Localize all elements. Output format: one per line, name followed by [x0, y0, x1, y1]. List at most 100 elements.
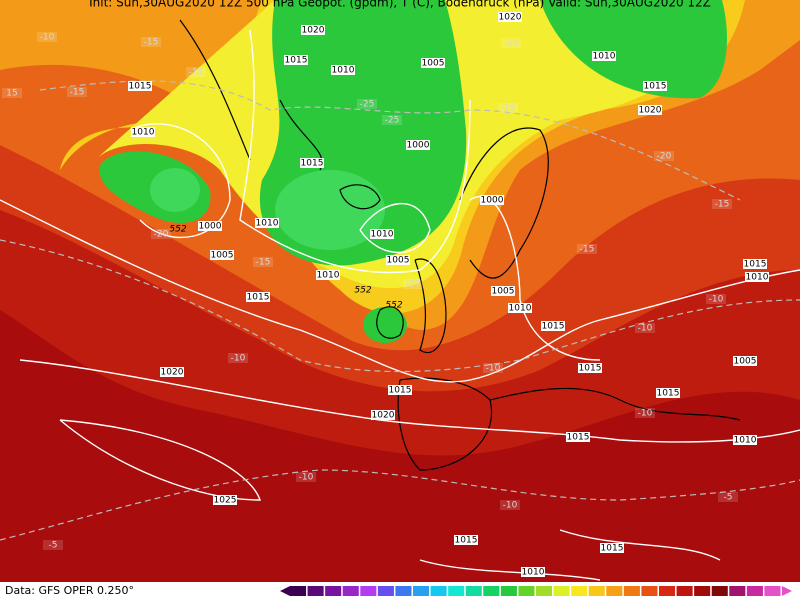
- pressure-label: 1015: [567, 433, 590, 443]
- temperature-label-box: [67, 87, 87, 97]
- temperature-label-box: [483, 363, 503, 373]
- temperature-label: -15: [256, 258, 271, 268]
- pressure-label: 1015: [644, 82, 667, 92]
- color-bar-swatch: [290, 586, 307, 596]
- color-bar-arrow: [782, 586, 792, 596]
- pressure-label: 1005: [422, 59, 445, 69]
- color-bar-swatch: [518, 586, 535, 596]
- temperature-label: -20: [657, 152, 672, 162]
- color-bar-swatch: [325, 586, 342, 596]
- temperature-label-box: [577, 244, 597, 254]
- temperature-label: -20: [154, 230, 169, 240]
- pressure-label-box: [301, 25, 325, 35]
- temperature-label-box: [228, 353, 248, 363]
- header-text: Init: Sun,30AUG2020 12Z 500 hPa Geopot. …: [89, 0, 711, 10]
- temperature-label-box: [635, 323, 655, 333]
- color-bar-swatch: [360, 586, 377, 596]
- pressure-label-box: [370, 229, 394, 239]
- pressure-label-box: [541, 321, 565, 331]
- pressure-label: 1015: [389, 386, 412, 396]
- pressure-label: 1005: [734, 357, 757, 367]
- pressure-label: 1015: [542, 322, 565, 332]
- temperature-label: -15: [70, 88, 85, 98]
- temperature-label-box: [712, 199, 732, 209]
- pressure-label-box: [454, 535, 478, 545]
- pressure-label: 1015: [301, 159, 324, 169]
- temperature-label: -25: [360, 100, 375, 110]
- pressure-label-box: [421, 58, 445, 68]
- color-bar-swatch: [729, 586, 746, 596]
- temperature-label: -10: [231, 354, 246, 364]
- temperature-label-box: [141, 37, 161, 47]
- temperature-label: -5: [724, 493, 733, 503]
- footer-source: Data: GFS OPER 0.250°: [5, 584, 134, 597]
- color-bar-swatch: [746, 586, 763, 596]
- temperature-label: -25: [385, 116, 400, 126]
- pressure-label: 1010: [746, 273, 769, 283]
- color-bar-swatch: [465, 586, 482, 596]
- temperature-label-box: [718, 492, 738, 502]
- pressure-label: 1015: [129, 82, 152, 92]
- pressure-label-box: [638, 105, 662, 115]
- temperature-label: -15: [144, 38, 159, 48]
- height-label: 552: [354, 286, 371, 296]
- temperature-label-box: [253, 257, 273, 267]
- color-bar-swatch: [483, 586, 500, 596]
- temperature-label-box: [501, 38, 521, 48]
- temperature-label-box: [151, 229, 171, 239]
- color-bar: [280, 586, 792, 596]
- color-bar-swatch: [711, 586, 728, 596]
- temperature-label-box: [706, 294, 726, 304]
- color-bar-swatch: [694, 586, 711, 596]
- color-bar-swatch: [553, 586, 570, 596]
- pressure-label: 1015: [285, 56, 308, 66]
- pressure-label-box: [284, 55, 308, 65]
- pressure-label: 1015: [744, 260, 767, 270]
- color-bar-swatch: [571, 586, 588, 596]
- color-bar-swatch: [342, 586, 359, 596]
- pressure-label-box: [508, 303, 532, 313]
- temperature-label-box: [43, 540, 63, 550]
- pressure-label-box: [388, 385, 412, 395]
- temperature-label: -10: [638, 324, 653, 334]
- temperature-label-box: [635, 408, 655, 418]
- temperature-label-box: [186, 67, 206, 77]
- pressure-label-box: [592, 51, 616, 61]
- color-bar-swatch: [307, 586, 324, 596]
- color-bar-swatch: [588, 586, 605, 596]
- temperature-label: -10: [486, 364, 501, 374]
- color-bar-arrow: [280, 586, 290, 596]
- pressure-label: 1000: [407, 141, 430, 151]
- map-field: [0, 0, 800, 582]
- temperature-label: -10: [299, 473, 314, 483]
- pressure-label-box: [743, 259, 767, 269]
- pressure-label-box: [656, 388, 680, 398]
- temperature-label: -10: [709, 295, 724, 305]
- pressure-label-box: [600, 543, 624, 553]
- pressure-label-box: [498, 12, 522, 22]
- pressure-label: 1010: [371, 230, 394, 240]
- color-bar-swatch: [641, 586, 658, 596]
- temperature-label: -15: [501, 104, 516, 114]
- color-bar-swatch: [676, 586, 693, 596]
- pressure-label-box: [213, 495, 237, 505]
- pressure-label: 1000: [199, 222, 222, 232]
- pressure-label: 1020: [499, 13, 522, 23]
- pressure-label: 1010: [332, 66, 355, 76]
- temperature-label-box: [382, 115, 402, 125]
- pressure-label: 1000: [481, 196, 504, 206]
- color-bar-swatch: [430, 586, 447, 596]
- pressure-label: 1020: [302, 26, 325, 36]
- temperature-label: -15: [580, 245, 595, 255]
- isobars: [0, 29, 800, 581]
- color-bar-swatch: [606, 586, 623, 596]
- pressure-label-box: [131, 127, 155, 137]
- color-bar-swatch: [448, 586, 465, 596]
- pressure-label: 1005: [211, 251, 234, 261]
- pressure-label-box: [643, 81, 667, 91]
- pressure-label: 1010: [132, 128, 155, 138]
- color-bar-swatch: [659, 586, 676, 596]
- pressure-label: 1010: [593, 52, 616, 62]
- temperature-label: -10: [503, 501, 518, 511]
